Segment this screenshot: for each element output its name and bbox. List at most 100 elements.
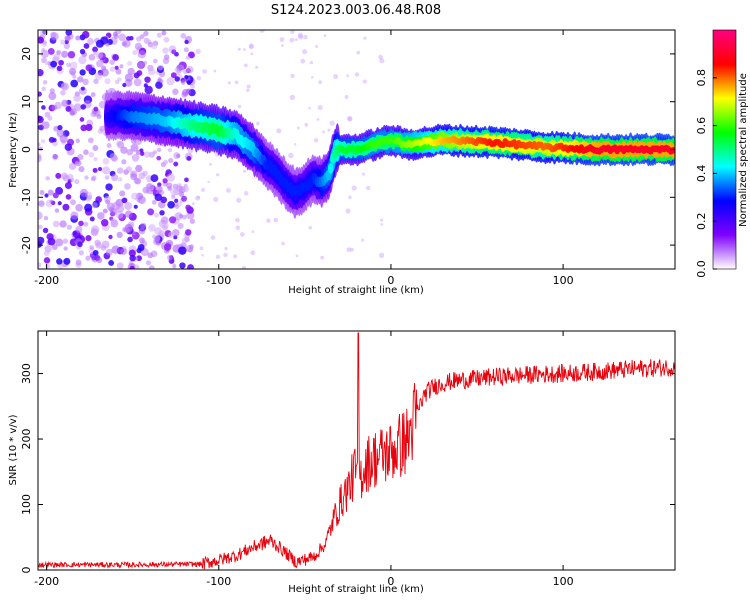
noise-blob xyxy=(327,128,331,132)
noise-blob xyxy=(112,54,119,61)
noise-blob xyxy=(101,65,107,71)
noise-blob xyxy=(308,106,311,110)
noise-blob xyxy=(184,177,189,183)
y-tick-label: 100 xyxy=(20,494,33,515)
snr-y-axis-title: SNR (10 * v/v) xyxy=(8,414,19,485)
noise-blob xyxy=(43,216,49,221)
noise-blob xyxy=(93,156,98,162)
noise-blob xyxy=(172,88,179,95)
noise-blob xyxy=(109,153,118,161)
noise-blob xyxy=(137,243,145,251)
noise-blob xyxy=(143,30,149,37)
noise-blob xyxy=(130,143,139,152)
noise-blob xyxy=(378,54,383,60)
noise-blob xyxy=(67,50,76,59)
noise-blob xyxy=(148,151,155,158)
noise-blob xyxy=(201,253,204,257)
snr-x-ticks: -200 -100 0 100 xyxy=(34,331,574,588)
noise-blob xyxy=(60,39,66,45)
noise-blob xyxy=(95,242,102,249)
noise-blob xyxy=(251,230,255,234)
noise-blob xyxy=(151,43,158,50)
noise-blob xyxy=(362,79,367,84)
noise-blob xyxy=(250,52,254,56)
noise-blob xyxy=(69,61,78,70)
noise-blob xyxy=(41,121,50,130)
noise-blob xyxy=(87,38,95,45)
noise-blob xyxy=(138,172,146,180)
noise-blob xyxy=(38,36,44,44)
noise-blob xyxy=(139,151,145,156)
noise-blob xyxy=(79,117,85,122)
noise-blob xyxy=(344,95,349,99)
noise-blob xyxy=(59,220,67,228)
noise-blob xyxy=(163,36,170,43)
noise-blob xyxy=(57,201,62,206)
spectrogram-x-axis-title: Height of straight line (km) xyxy=(288,285,424,296)
noise-blob xyxy=(64,143,73,151)
noise-blob xyxy=(174,198,179,203)
noise-blob xyxy=(320,255,325,260)
noise-blob xyxy=(65,35,71,42)
noise-blob xyxy=(333,74,339,80)
noise-blob xyxy=(273,217,278,223)
noise-blob xyxy=(131,192,139,200)
noise-blob xyxy=(171,194,176,199)
noise-blob xyxy=(78,166,85,173)
noise-blob xyxy=(50,60,58,68)
ridge-segment xyxy=(670,146,675,154)
noise-blob xyxy=(137,61,144,69)
noise-blob xyxy=(185,204,192,211)
y-tick-label: -10 xyxy=(20,188,33,206)
noise-blob xyxy=(82,78,89,86)
noise-blob xyxy=(79,69,86,76)
noise-blob xyxy=(162,57,170,65)
x-tick-label: 100 xyxy=(553,274,574,287)
noise-blob xyxy=(122,39,131,48)
noise-blob xyxy=(83,43,90,49)
noise-blob xyxy=(130,138,137,144)
noise-blob xyxy=(77,153,84,161)
noise-blob xyxy=(162,47,169,54)
noise-blob xyxy=(236,197,242,203)
noise-blob xyxy=(75,35,81,41)
noise-blob xyxy=(243,63,248,68)
noise-blob xyxy=(60,82,67,90)
noise-blob xyxy=(38,211,43,220)
noise-blob xyxy=(63,257,71,265)
noise-blob xyxy=(108,260,115,266)
noise-blob xyxy=(92,46,99,53)
noise-blob xyxy=(227,81,231,85)
noise-blob xyxy=(181,237,188,244)
noise-blob xyxy=(47,189,54,196)
noise-blob xyxy=(77,241,83,248)
colorbar-label: Normalized spectral amplitude xyxy=(738,73,749,227)
noise-blob xyxy=(178,213,184,219)
noise-blob xyxy=(133,204,138,209)
noise-blob xyxy=(60,50,69,58)
noise-blob xyxy=(119,64,124,69)
noise-blob xyxy=(78,220,84,227)
noise-blob xyxy=(64,181,72,190)
noise-blob xyxy=(43,250,50,257)
noise-blob xyxy=(92,144,99,151)
noise-blob xyxy=(104,175,110,180)
noise-blob xyxy=(361,172,366,176)
noise-blob xyxy=(118,33,126,42)
noise-blob xyxy=(302,49,308,55)
noise-blob xyxy=(184,229,192,236)
noise-blob xyxy=(191,202,195,206)
noise-blob xyxy=(266,218,271,223)
noise-blob xyxy=(153,238,160,245)
noise-blob xyxy=(125,166,133,173)
noise-blob xyxy=(133,78,142,87)
noise-blob xyxy=(38,69,44,77)
noise-blob xyxy=(116,140,122,147)
noise-blob xyxy=(135,164,143,173)
noise-blob xyxy=(78,55,87,65)
noise-blob xyxy=(79,48,86,55)
noise-blob xyxy=(151,199,157,205)
colorbar: 0.0 0.2 0.4 0.6 0.8 Normalized spectral ampl… xyxy=(695,29,749,278)
